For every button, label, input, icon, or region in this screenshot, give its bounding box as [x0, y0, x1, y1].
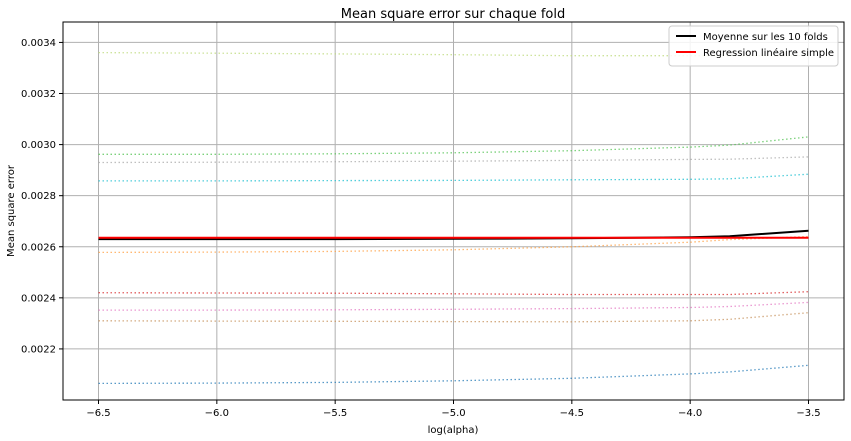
fold-line-5 [98, 235, 809, 254]
x-tick-label: −5.5 [323, 408, 347, 419]
legend-label-regression: Regression linéaire simple [703, 47, 834, 59]
x-axis-ticks: −6.5 −6.0 −5.5 −5.0 −4.5 −4.0 −3.5 [86, 400, 821, 419]
fold-line-7 [98, 301, 809, 311]
fold-line-4 [98, 173, 809, 182]
x-tick-label: −4.0 [678, 408, 702, 419]
fold-line-6 [98, 291, 809, 296]
y-axis-label: Mean square error [6, 164, 17, 257]
y-tick-label: 0.0024 [21, 293, 56, 304]
x-tick-label: −3.5 [796, 408, 820, 419]
fold-line-8 [98, 312, 809, 323]
legend-label-mean: Moyenne sur les 10 folds [703, 32, 828, 43]
fold-line-2 [98, 136, 809, 155]
x-tick-label: −6.0 [205, 408, 229, 419]
y-tick-label: 0.0032 [21, 89, 56, 100]
y-axis-ticks: 0.0022 0.0024 0.0026 0.0028 0.0030 0.0032 0.00… [21, 38, 63, 355]
fold-line-3 [98, 156, 809, 164]
x-tick-label: −6.5 [86, 408, 110, 419]
y-tick-label: 0.0026 [21, 242, 56, 253]
x-axis-label: log(alpha) [428, 425, 479, 436]
main-series-lines [98, 229, 809, 241]
y-tick-label: 0.0022 [21, 344, 56, 355]
grid [63, 22, 844, 400]
x-tick-label: −4.5 [560, 408, 584, 419]
legend: Moyenne sur les 10 folds Regression liné… [668, 25, 839, 67]
fold-line-9 [98, 364, 809, 385]
chart-title: Mean square error sur chaque fold [341, 7, 565, 22]
y-tick-label: 0.0028 [21, 191, 56, 202]
y-tick-label: 0.0030 [21, 140, 56, 151]
legend-box [668, 25, 839, 67]
y-tick-label: 0.0034 [21, 38, 56, 49]
x-tick-label: −5.0 [441, 408, 465, 419]
